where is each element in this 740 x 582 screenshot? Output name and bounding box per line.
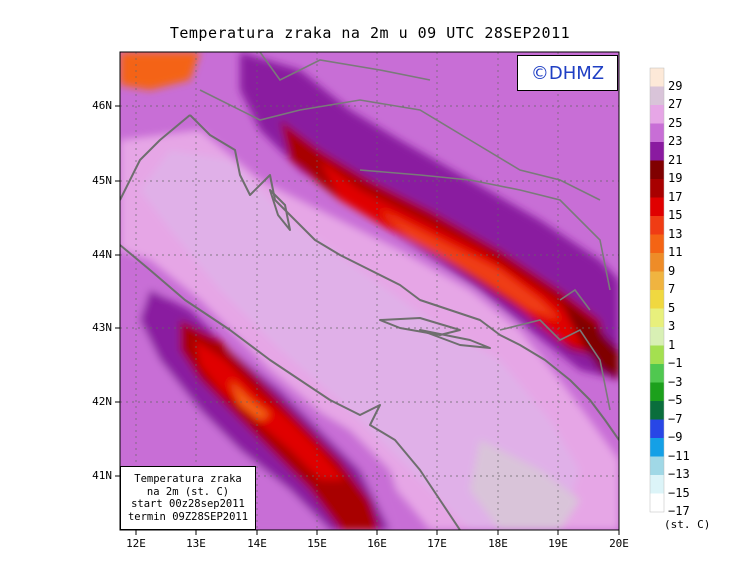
x-tick-label: 17E [427, 537, 447, 550]
info-box: Temperatura zraka na 2m (st. C) start 00… [120, 466, 256, 530]
legend-unit: (st. C) [664, 518, 711, 531]
legend-swatch [650, 364, 664, 383]
y-tick-label: 44N [92, 248, 112, 261]
info-line: Temperatura zraka [134, 473, 242, 485]
x-tick-label: 15E [307, 537, 327, 550]
dhmz-credit: ©DHMZ [517, 55, 618, 91]
coastlines [120, 114, 619, 530]
legend-swatch [650, 438, 664, 457]
legend-swatch [650, 345, 664, 365]
legend-label: 15 [668, 208, 683, 222]
plot-frame [119, 51, 620, 531]
legend-label: −9 [668, 430, 683, 444]
x-tick-label: 14E [247, 537, 267, 550]
legend-label: 23 [668, 134, 683, 148]
legend-label: 21 [668, 152, 683, 167]
legend-swatch [650, 419, 664, 439]
legend-swatch [650, 86, 664, 106]
legend-label: 25 [668, 115, 683, 130]
legend-label: −15 [668, 485, 690, 500]
legend-colorbar [649, 67, 665, 513]
map-title: Temperatura zraka na 2m u 09 UTC 28SEP20… [169, 24, 571, 42]
legend-swatch [650, 160, 664, 180]
legend-swatch [650, 475, 664, 494]
legend-swatch [650, 179, 664, 198]
y-tick-label: 43N [92, 321, 112, 334]
legend-frame [649, 67, 665, 513]
legend-label: −7 [668, 411, 683, 426]
legend-label: −3 [668, 374, 683, 389]
legend-label: 11 [668, 245, 683, 259]
info-line: na 2m (st. C) [146, 485, 230, 498]
info-line: termin 09Z28SEP2011 [127, 510, 249, 523]
legend-label: 13 [668, 226, 683, 241]
temperature-field-layers [120, 52, 619, 530]
y-tick-label: 45N [92, 174, 112, 187]
legend-swatch [650, 234, 664, 254]
x-tick-label: 18E [488, 537, 508, 550]
legend-swatch [650, 382, 664, 402]
legend-label: −11 [668, 448, 690, 463]
info-line: start 00z28sep2011 [131, 498, 245, 510]
legend-swatch [650, 142, 664, 161]
legend-label: 27 [668, 97, 683, 111]
legend-swatch [650, 493, 664, 513]
legend-label: 7 [668, 282, 676, 296]
legend-label: 1 [668, 337, 676, 352]
y-tick-label: 46N [92, 99, 112, 112]
legend-label: 29 [668, 78, 683, 93]
legend-swatch [650, 197, 664, 217]
legend-label: 5 [668, 300, 676, 315]
legend-swatch [650, 253, 664, 272]
tick-marks [115, 105, 620, 535]
x-tick-label: 12E [126, 537, 146, 550]
legend-label: 17 [668, 189, 683, 204]
legend-label: −17 [668, 504, 690, 518]
country-borders [199, 52, 611, 411]
legend-label: −13 [668, 467, 690, 481]
legend-swatch [650, 271, 664, 291]
x-tick-label: 20E [609, 537, 629, 550]
y-tick-label: 42N [92, 395, 112, 408]
legend-swatch [650, 290, 664, 309]
legend-swatch [650, 105, 664, 124]
x-tick-label: 16E [367, 537, 387, 550]
legend-swatch [650, 456, 664, 476]
legend-label: 19 [668, 171, 683, 185]
legend-label: −5 [668, 393, 683, 407]
legend-label: 3 [668, 319, 676, 333]
legend-label: −1 [668, 356, 683, 370]
x-tick-label: 19E [548, 537, 568, 550]
legend-label: 9 [668, 263, 676, 278]
x-tick-label: 13E [186, 537, 206, 550]
legend-swatch [650, 216, 664, 235]
legend-swatch [650, 327, 664, 346]
y-tick-label: 41N [92, 469, 112, 482]
legend-swatch [650, 68, 664, 87]
legend-swatch [650, 401, 664, 420]
legend-swatch [650, 123, 664, 143]
legend-swatch [650, 308, 664, 328]
grid-lines [120, 52, 619, 530]
